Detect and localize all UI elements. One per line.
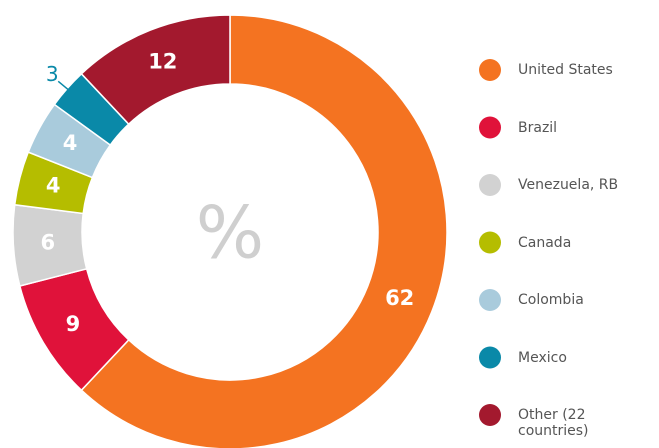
- legend-swatch: [479, 404, 501, 426]
- legend-swatch: [479, 231, 501, 254]
- value-label: 6: [41, 230, 56, 254]
- value-label: 4: [46, 174, 61, 198]
- center-label: %: [196, 191, 264, 275]
- legend-label: Venezuela, RB: [518, 177, 619, 193]
- legend-swatch: [479, 289, 501, 311]
- legend-label: Canada: [518, 234, 572, 251]
- value-label: 3: [46, 62, 59, 86]
- legend-label: Other (22 countries): [518, 407, 589, 439]
- legend-swatch: [479, 116, 501, 139]
- donut-slice: [80, 14, 448, 448]
- legend-label: Brazil: [518, 119, 558, 136]
- legend-swatch: [479, 346, 501, 369]
- donut-slice: [80, 14, 231, 126]
- legend-swatch: [479, 174, 501, 196]
- value-label: 4: [63, 131, 78, 155]
- value-label: 9: [66, 312, 81, 336]
- leader-line: [57, 80, 74, 95]
- legend-label: United States: [518, 62, 613, 78]
- legend-swatch: [479, 59, 501, 81]
- value-label: 62: [385, 286, 414, 310]
- legend-label: Colombia: [518, 292, 584, 308]
- legend-label: Mexico: [518, 349, 567, 366]
- value-label: 12: [148, 49, 177, 73]
